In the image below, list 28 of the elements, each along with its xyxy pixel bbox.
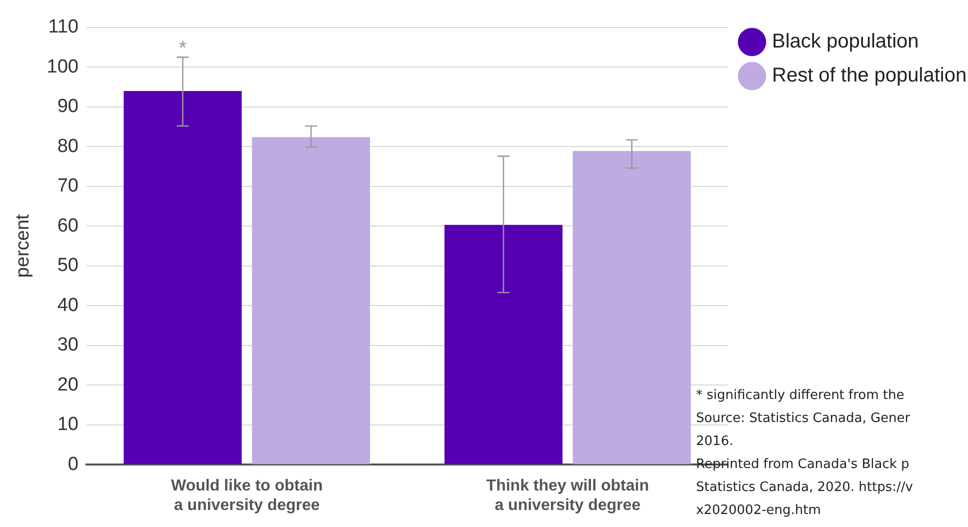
x-tick-label: Would like to obtain a university degree [171,478,323,514]
annotation: 2016. [696,433,734,451]
legend-label: Rest of the population [772,64,967,87]
y-tick-label: 70 [57,176,78,197]
annotation: Reprinted from Canada's Black p [696,456,910,474]
y-tick-label: 110 [48,16,78,38]
legend-label: Black population [772,30,919,53]
bar [444,224,562,464]
text: x2020002-eng.htm [696,502,822,520]
y-tick-label: 80 [57,136,78,157]
bar [124,90,242,464]
y-tick-label: 50 [57,255,78,276]
text: Statistics Canada, 2020. https://v [696,479,914,497]
x-tick-label: Think they will obtain a university degree [486,478,649,514]
y-tick-label: 90 [57,96,78,118]
y-tick-label: 20 [57,374,78,396]
y-tick-label: 10 [57,414,78,436]
y-tick-label: 0 [68,454,78,475]
annotation: * [178,38,187,60]
y-tick-label: 100 [46,56,78,78]
y-axis-title: percent [12,214,34,278]
annotation: * significantly different from the [696,387,906,405]
y-tick-label: 30 [57,334,78,356]
y-tick-label: 40 [57,294,78,316]
annotation: Source: Statistics Canada, Gener [696,410,912,428]
bar [572,151,691,464]
bar [252,137,370,464]
y-tick-label: 60 [57,215,78,236]
